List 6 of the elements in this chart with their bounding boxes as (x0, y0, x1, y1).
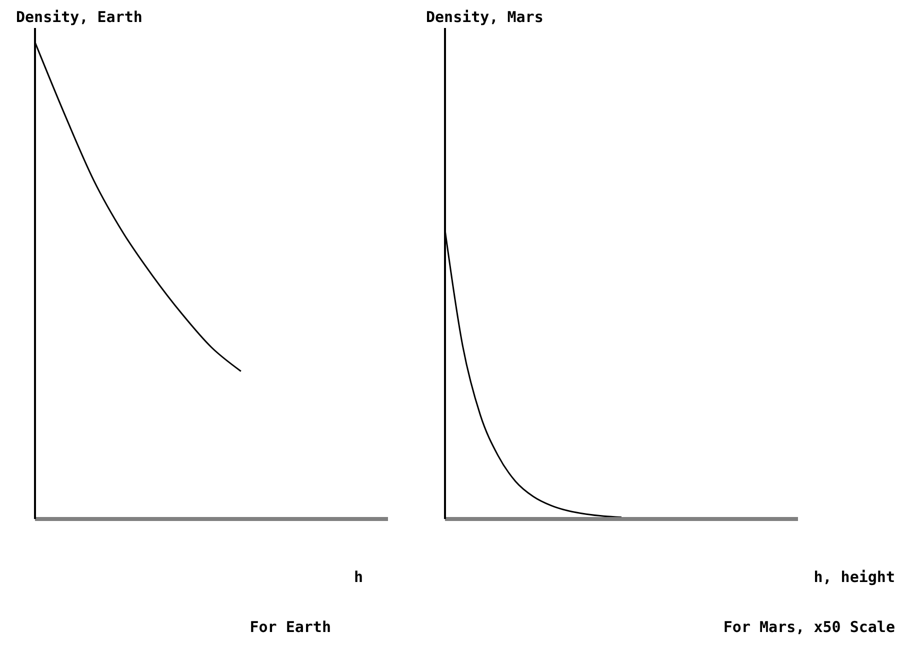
chart-title: Density, Earth (16, 8, 142, 26)
x-axis-title: h, height (814, 568, 895, 586)
x-axis-title: h (354, 568, 363, 586)
text: For Earth (250, 618, 331, 636)
chart-title: Density, Mars (426, 8, 544, 26)
text: For Mars, x50 Scale (723, 618, 895, 636)
